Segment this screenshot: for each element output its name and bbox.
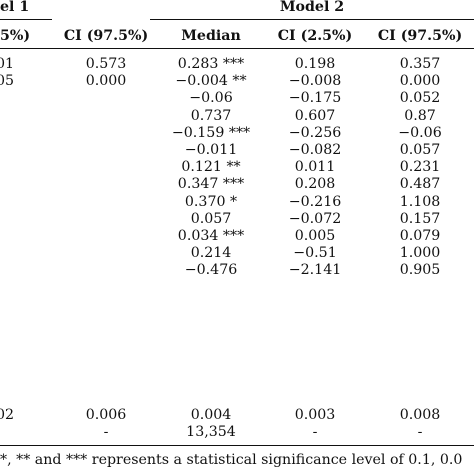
median-cell: −0.476 bbox=[184, 262, 238, 278]
median-cell: 0.057 bbox=[190, 211, 232, 227]
median-cell: 0.347 *** bbox=[177, 176, 245, 192]
median-cell: −0.011 bbox=[184, 142, 238, 158]
m1-ci-high-cell: 0.573 bbox=[85, 56, 127, 72]
ci-low-cell: 0.607 bbox=[294, 108, 336, 124]
ci-low-cell: −0.008 bbox=[288, 73, 342, 89]
model2-header: Model 2 bbox=[279, 0, 345, 15]
row-label-fragment: 05 bbox=[0, 73, 14, 89]
ci-low-cell: 0.005 bbox=[294, 228, 336, 244]
col-ci-high: CI (97.5%) bbox=[377, 28, 463, 44]
median-cell: 0.004 bbox=[190, 407, 232, 423]
ci-high-cell: 1.000 bbox=[399, 245, 441, 261]
ci-high-cell: 0.008 bbox=[399, 407, 441, 423]
ci-high-cell: 0.905 bbox=[399, 262, 441, 278]
col-ci-low: CI (2.5%) bbox=[277, 28, 353, 44]
table-bottom-rule bbox=[0, 445, 474, 446]
m1-ci-high-cell: - bbox=[103, 424, 109, 440]
ci-high-cell: 0.079 bbox=[399, 228, 441, 244]
m1-ci-high-cell: 0.006 bbox=[85, 407, 127, 423]
median-cell: 0.214 bbox=[190, 245, 232, 261]
median-cell: 0.283 *** bbox=[177, 56, 245, 72]
median-cell: 0.034 *** bbox=[177, 228, 245, 244]
ci-high-cell: - bbox=[417, 424, 423, 440]
ci-high-cell: −0.06 bbox=[398, 125, 442, 141]
ci-high-cell: 0.157 bbox=[399, 211, 441, 227]
ci-low-cell: −0.216 bbox=[288, 194, 342, 210]
col-m1-ci-high: CI (97.5%) bbox=[63, 28, 149, 44]
ci-low-cell: −2.141 bbox=[288, 262, 342, 278]
ci-high-cell: 0.057 bbox=[399, 142, 441, 158]
m1-ci-high-cell: 0.000 bbox=[85, 73, 127, 89]
ci-low-cell: −0.082 bbox=[288, 142, 342, 158]
ci-low-cell: −0.256 bbox=[288, 125, 342, 141]
ci-high-cell: 0.357 bbox=[399, 56, 441, 72]
row-label-fragment: 02 bbox=[0, 407, 14, 423]
header-bottom-rule bbox=[0, 48, 474, 49]
col-ci-low-fragment: 5%) bbox=[0, 28, 31, 44]
median-cell: 0.370 * bbox=[184, 194, 238, 210]
ci-low-cell: 0.003 bbox=[294, 407, 336, 423]
model2-header-rule bbox=[150, 19, 474, 20]
median-cell: −0.159 *** bbox=[171, 125, 251, 141]
ci-high-cell: 0.87 bbox=[404, 108, 436, 124]
ci-high-cell: 0.052 bbox=[399, 90, 441, 106]
median-cell: 0.121 ** bbox=[181, 159, 241, 175]
footnote: *, ** and *** represents a statistical s… bbox=[0, 452, 463, 468]
ci-low-cell: −0.51 bbox=[293, 245, 337, 261]
ci-low-cell: - bbox=[312, 424, 318, 440]
ci-high-cell: 0.231 bbox=[399, 159, 441, 175]
model1-header-rule bbox=[0, 19, 52, 20]
row-label-fragment: 01 bbox=[0, 56, 14, 72]
median-cell: 0.737 bbox=[190, 108, 232, 124]
model1-header-fragment: el 1 bbox=[0, 0, 30, 15]
col-median: Median bbox=[181, 28, 241, 44]
median-cell: −0.004 ** bbox=[175, 73, 247, 89]
ci-high-cell: 1.108 bbox=[399, 194, 441, 210]
ci-low-cell: −0.072 bbox=[288, 211, 342, 227]
median-cell: −0.06 bbox=[189, 90, 233, 106]
ci-low-cell: 0.011 bbox=[294, 159, 336, 175]
ci-low-cell: 0.198 bbox=[294, 56, 336, 72]
ci-high-cell: 0.487 bbox=[399, 176, 441, 192]
ci-low-cell: 0.208 bbox=[294, 176, 336, 192]
ci-high-cell: 0.000 bbox=[399, 73, 441, 89]
ci-low-cell: −0.175 bbox=[288, 90, 342, 106]
median-cell: 13,354 bbox=[186, 424, 236, 440]
